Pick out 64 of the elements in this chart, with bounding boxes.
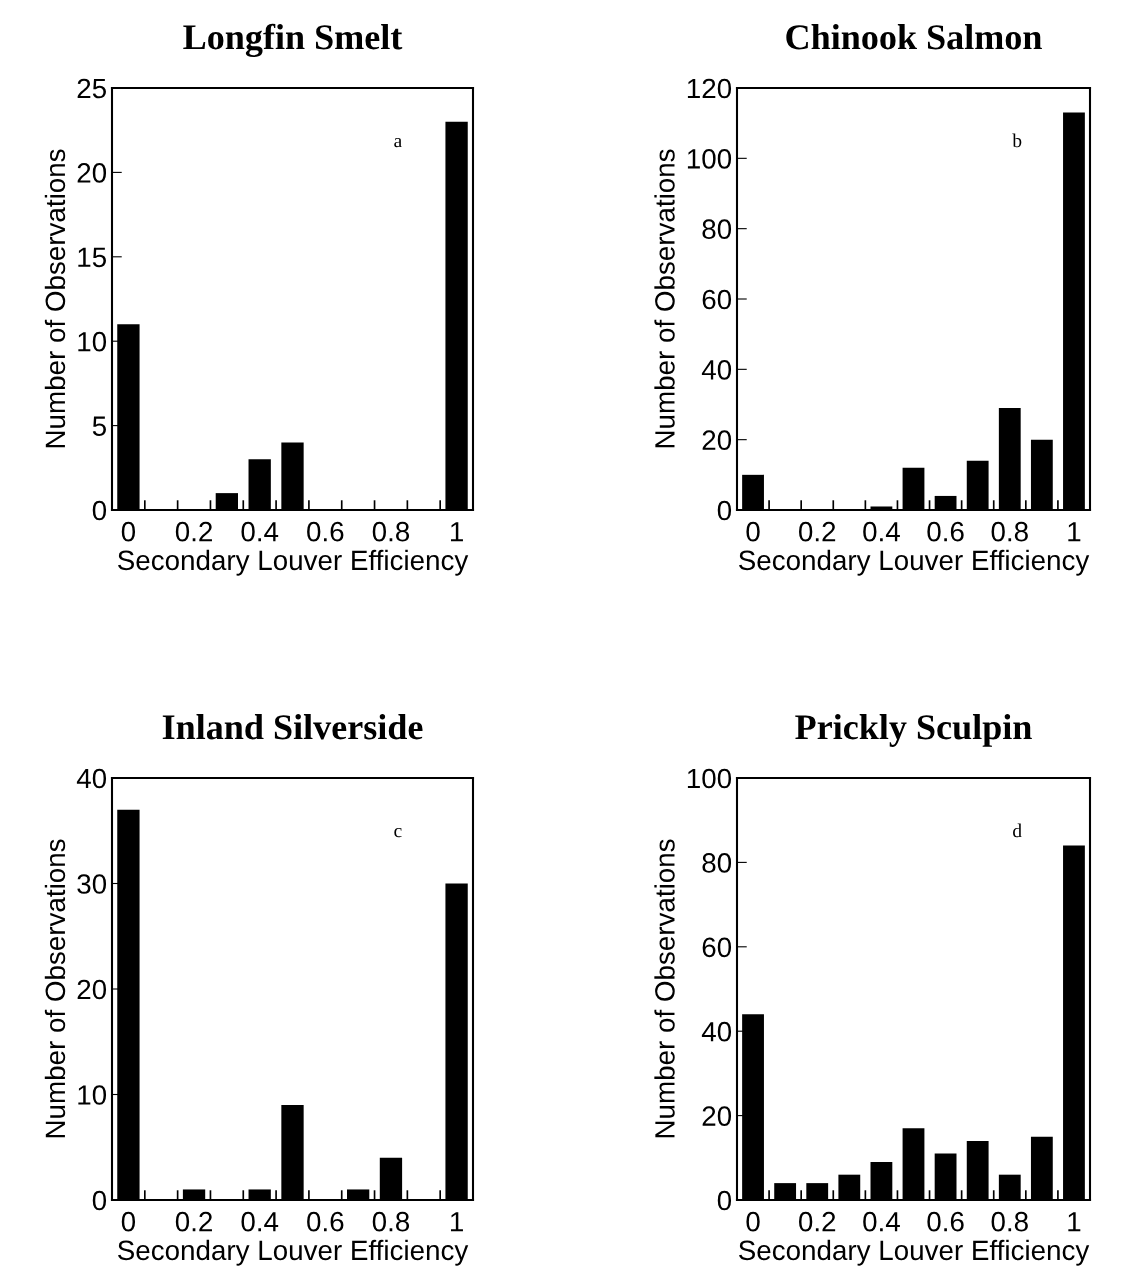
y-tick-label: 80 — [702, 853, 732, 873]
x-tick-label: 1 — [1068, 522, 1081, 542]
y-tick-label: 25 — [77, 78, 106, 99]
x-tick-label: 0.8 — [991, 1211, 1028, 1232]
x-tick-label: 0.2 — [175, 521, 212, 542]
x-tick-label: 0.4 — [863, 521, 900, 542]
x-tick-label: 0.4 — [241, 521, 279, 542]
x-tick-label: 0.6 — [307, 521, 344, 542]
y-tick-label: 5 — [92, 416, 106, 436]
x-tick-label: 0 — [746, 521, 760, 542]
y-tick-label: 10 — [78, 331, 107, 352]
x-tick-label: 0.8 — [991, 521, 1028, 542]
x-tick-label: 0.8 — [372, 521, 410, 542]
y-tick-label: 80 — [702, 219, 732, 240]
x-axis-title: Secondary Louver Efficiency — [118, 549, 469, 576]
x-tick-label: 0.4 — [863, 1211, 900, 1232]
chart-title: Chinook Salmon — [786, 24, 1042, 50]
x-tick-label: 0 — [121, 1211, 136, 1232]
x-axis-title: Secondary Louver Efficiency — [118, 1239, 469, 1266]
chart-title: Longfin Smelt — [183, 23, 403, 58]
y-axis-title: Number of Observations — [654, 149, 675, 448]
x-tick-label: 0.8 — [372, 1211, 410, 1232]
annotation: c — [394, 827, 402, 838]
y-tick-label: 0 — [92, 1190, 107, 1211]
chart-title: Inland Silverside — [162, 714, 423, 740]
annotation: a — [394, 137, 402, 148]
x-tick-label: 1 — [450, 522, 463, 542]
annotation: d — [1013, 823, 1022, 838]
x-tick-label: 0.6 — [927, 1211, 964, 1232]
x-tick-label: 0 — [121, 521, 136, 542]
y-tick-label: 60 — [702, 289, 732, 310]
y-tick-label: 0 — [717, 500, 732, 521]
y-axis-title: Number of Observations — [44, 149, 66, 448]
x-tick-label: 0.2 — [799, 521, 836, 542]
y-tick-label: 40 — [701, 360, 732, 380]
x-axis-title: Secondary Louver Efficiency — [739, 1239, 1090, 1266]
y-tick-label: 30 — [77, 874, 107, 894]
y-tick-label: 20 — [702, 430, 732, 451]
x-tick-label: 0.4 — [241, 1211, 279, 1232]
y-tick-label: 40 — [76, 768, 107, 789]
x-tick-label: 0 — [746, 1211, 760, 1232]
x-tick-label: 1 — [1068, 1212, 1081, 1232]
x-tick-label: 0.6 — [307, 1211, 344, 1232]
y-tick-label: 10 — [78, 1085, 107, 1105]
annotation: b — [1012, 133, 1022, 148]
y-tick-label: 100 — [687, 768, 732, 789]
chart-title: Prickly Sculpin — [795, 714, 1032, 747]
x-tick-label: 1 — [450, 1212, 463, 1232]
y-tick-label: 0 — [92, 500, 107, 521]
y-tick-label: 100 — [687, 149, 732, 169]
x-tick-label: 0.6 — [927, 521, 964, 542]
y-tick-label: 20 — [77, 979, 107, 1000]
x-tick-label: 0.2 — [175, 1211, 212, 1232]
y-tick-label: 0 — [717, 1190, 732, 1211]
x-axis-title: Secondary Louver Efficiency — [739, 549, 1090, 576]
y-tick-label: 15 — [78, 247, 106, 268]
y-axis-title: Number of Observations — [44, 839, 66, 1138]
y-tick-label: 40 — [701, 1021, 732, 1042]
y-tick-label: 20 — [77, 163, 107, 183]
y-tick-label: 20 — [702, 1106, 732, 1126]
y-tick-label: 120 — [687, 78, 732, 99]
y-tick-label: 60 — [702, 937, 732, 958]
x-tick-label: 0.2 — [799, 1211, 836, 1232]
y-axis-title: Number of Observations — [654, 839, 675, 1138]
